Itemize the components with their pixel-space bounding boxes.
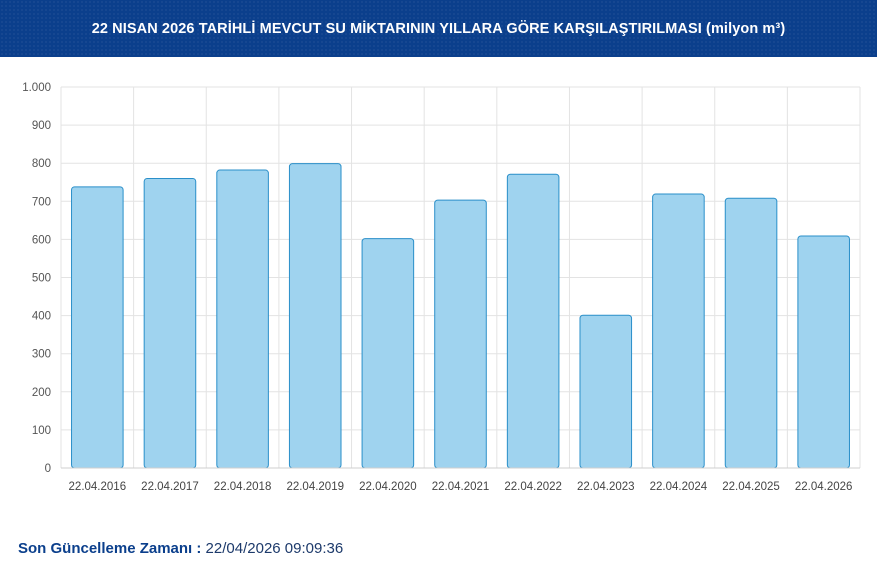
bar — [506, 173, 560, 469]
y-tick-label: 100 — [32, 425, 51, 437]
y-tick-label: 200 — [32, 387, 51, 399]
x-tick-label: 22.04.2017 — [141, 481, 199, 493]
bar — [143, 177, 197, 469]
last-update-label: Son Güncelleme Zamanı : — [18, 540, 202, 557]
bar — [216, 169, 269, 469]
chart-title: 22 NISAN 2026 TARİHLİ MEVCUT SU MİKTARIN… — [91, 20, 786, 37]
bar — [579, 314, 633, 469]
bar — [71, 186, 124, 469]
last-update-value: 22/04/2026 09:09:36 — [201, 540, 344, 557]
bar-chart: 0 100 200 300 400 500 600 700 800 900 1.000 22.04.2… — [22, 82, 861, 493]
x-tick-label: 22.04.2024 — [650, 481, 708, 493]
x-tick-label: 22.04.2021 — [432, 481, 490, 493]
bar — [797, 235, 850, 469]
bar — [288, 163, 342, 469]
last-update: Son Güncelleme Zamanı : 22/04/2026 09:09… — [18, 540, 343, 557]
x-tick-label: 22.04.2023 — [577, 481, 635, 493]
y-tick-label: 700 — [32, 196, 51, 208]
y-tick-label: 500 — [32, 273, 51, 285]
y-tick-label: 300 — [32, 349, 51, 361]
y-tick-label: 900 — [32, 120, 51, 132]
y-tick-label: 0 — [45, 463, 51, 475]
x-tick-label: 22.04.2016 — [69, 481, 127, 493]
header-bar: 22 NISAN 2026 TARİHLİ MEVCUT SU MİKTARIN… — [0, 0, 877, 57]
x-tick-label: 22.04.2020 — [359, 481, 417, 493]
x-tick-label: 22.04.2019 — [286, 481, 344, 493]
x-tick-label: 22.04.2026 — [795, 481, 853, 493]
x-tick-label: 22.04.2025 — [722, 481, 780, 493]
y-tick-label: 800 — [32, 158, 51, 170]
bar — [434, 199, 487, 469]
bar — [724, 197, 778, 469]
x-tick-label: 22.04.2018 — [214, 481, 272, 493]
bar — [361, 238, 415, 469]
y-tick-label: 600 — [32, 234, 51, 246]
y-tick-label: 400 — [32, 311, 51, 323]
x-tick-label: 22.04.2022 — [504, 481, 562, 493]
y-tick-label: 1.000 — [22, 82, 51, 94]
bar — [652, 193, 705, 469]
